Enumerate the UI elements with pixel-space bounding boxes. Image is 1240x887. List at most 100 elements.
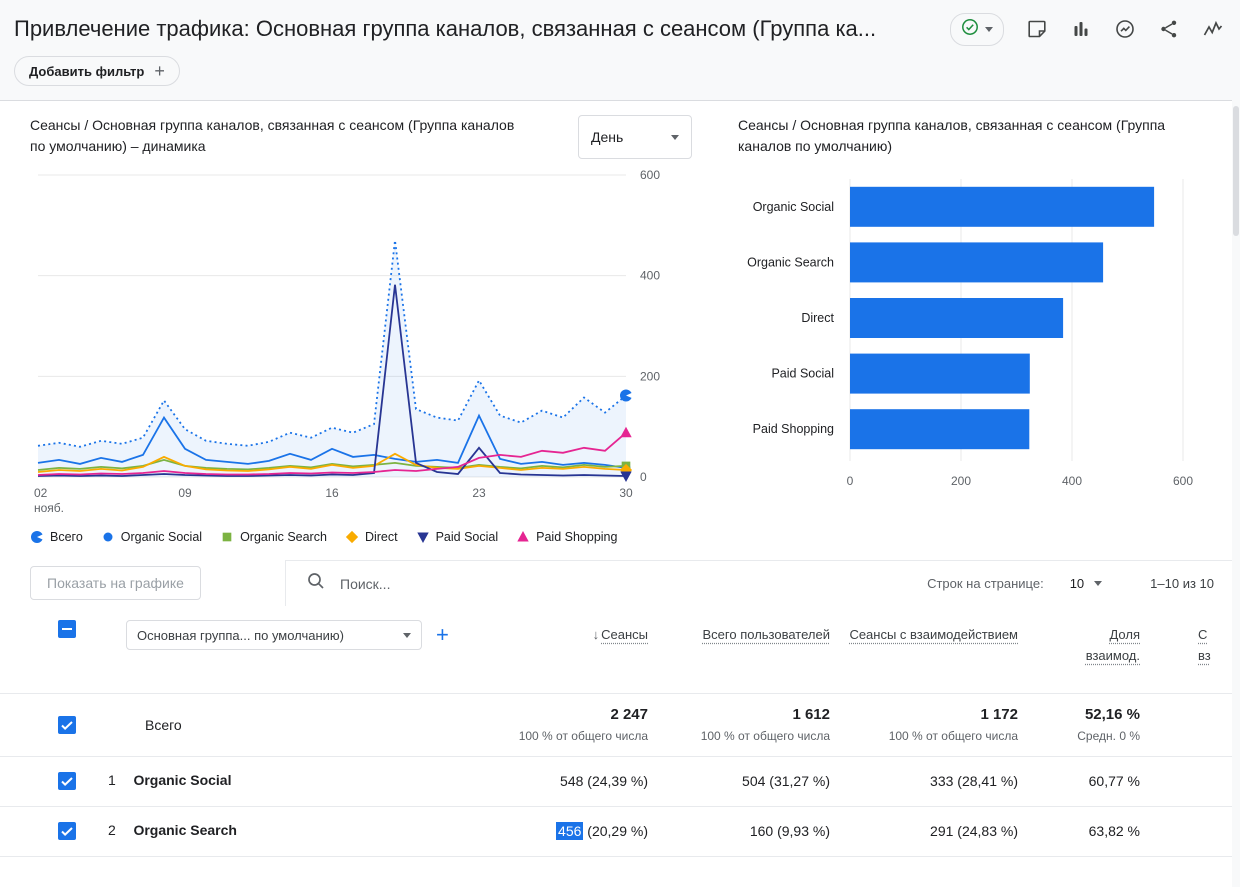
table-totals-row: Всего 2 247 100 % от общего числа 1 612 … — [0, 692, 1240, 757]
legend-item[interactable]: Direct — [345, 530, 398, 544]
legend-item[interactable]: Всего — [30, 530, 83, 544]
column-header-sessions[interactable]: ↓ Сеансы — [450, 620, 648, 646]
report-header: Привлечение трафика: Основная группа кан… — [0, 0, 1240, 52]
svg-text:0: 0 — [847, 474, 854, 488]
insights-icon[interactable] — [1114, 18, 1136, 40]
column-header-truncated[interactable]: С вз — [1198, 627, 1211, 663]
legend-item[interactable]: Paid Social — [416, 530, 498, 544]
bar-chart-panel: Сеансы / Основная группа каналов, связан… — [738, 115, 1218, 544]
bar-chart-title: Сеансы / Основная группа каналов, связан… — [738, 117, 1166, 154]
cell-engagement-rate: 63,82 % — [1088, 823, 1140, 840]
add-filter-button[interactable]: Добавить фильтр + — [14, 56, 180, 86]
chevron-down-icon — [671, 134, 679, 140]
svg-text:30: 30 — [619, 486, 633, 500]
svg-text:Paid Shopping: Paid Shopping — [753, 422, 834, 436]
legend-label: Organic Social — [120, 530, 203, 544]
search-icon — [306, 571, 326, 596]
sort-desc-icon: ↓ — [592, 627, 600, 642]
charts-section: Сеансы / Основная группа каналов, связан… — [0, 101, 1240, 544]
add-dimension-button[interactable]: + — [436, 622, 449, 647]
data-quality-badge[interactable] — [950, 12, 1004, 46]
chevron-down-icon — [403, 632, 411, 638]
rows-per-page-label: Строк на странице: — [927, 576, 1044, 591]
table-header-row: Основная группа... по умолчанию) + ↓ Сеан… — [0, 606, 1240, 693]
share-icon[interactable] — [1158, 18, 1180, 40]
scrollbar-thumb[interactable] — [1233, 106, 1239, 236]
filter-bar: Добавить фильтр + — [0, 52, 1240, 101]
plus-icon: + — [154, 61, 165, 81]
totals-sessions: 2 247 100 % от общего числа — [518, 706, 648, 744]
chevron-down-icon — [1094, 581, 1103, 586]
row-checkbox[interactable] — [58, 772, 76, 791]
svg-text:600: 600 — [1173, 474, 1193, 488]
svg-text:16: 16 — [325, 486, 339, 500]
scrollbar[interactable] — [1232, 98, 1240, 887]
add-filter-label: Добавить фильтр — [29, 63, 145, 79]
svg-text:600: 600 — [640, 168, 660, 182]
column-header-engagement-rate[interactable]: Доля взаимод. — [1085, 627, 1140, 663]
channel-name: Organic Social — [133, 772, 232, 789]
column-header-users[interactable]: Всего пользователей — [702, 627, 830, 642]
svg-text:Direct: Direct — [801, 311, 834, 325]
table-row[interactable]: 1 Organic Social 548 (24,39 %) 504 (31,2… — [0, 757, 1240, 807]
cell-users: 504 (31,27 %) — [742, 773, 830, 790]
legend-label: Organic Search — [240, 530, 327, 544]
dimension-value: Основная группа... по умолчанию) — [137, 627, 345, 643]
cell-sessions: 548 (24,39 %) — [560, 773, 648, 790]
header-actions — [950, 12, 1224, 46]
granularity-select[interactable]: День — [578, 115, 692, 159]
rows-per-page-value: 10 — [1069, 576, 1085, 591]
svg-text:23: 23 — [472, 486, 486, 500]
legend-label: Всего — [50, 530, 83, 544]
svg-text:нояб.: нояб. — [34, 501, 64, 515]
search-input[interactable]: Поиск... — [340, 575, 391, 592]
totals-engagement-rate: 52,16 % Средн. 0 % — [1077, 706, 1140, 744]
notes-icon[interactable] — [1026, 18, 1048, 40]
sessions-bar-chart[interactable]: 0 200 400 600 Organic Social Organic Search Di… — [738, 157, 1218, 514]
svg-text:0: 0 — [640, 470, 647, 484]
totals-users: 1 612 100 % от общего числа — [700, 706, 830, 744]
legend-label: Paid Shopping — [536, 530, 618, 544]
explore-icon[interactable] — [1202, 18, 1224, 40]
page-title: Привлечение трафика: Основная группа кан… — [14, 16, 877, 41]
row-index: 1 — [108, 772, 116, 789]
selected-text: 456 — [556, 822, 584, 841]
table-row[interactable]: 2 Organic Search 456 (20,29 %) 160 (9,93… — [0, 807, 1240, 857]
cell-engagement-rate: 60,77 % — [1088, 773, 1140, 790]
svg-text:200: 200 — [951, 474, 971, 488]
select-all-checkbox[interactable] — [58, 620, 76, 638]
svg-text:400: 400 — [1062, 474, 1082, 488]
comparison-icon[interactable] — [1070, 18, 1092, 40]
legend-item[interactable]: Organic Search — [220, 530, 327, 544]
legend-label: Direct — [364, 530, 398, 544]
cell-engaged-sessions: 333 (28,41 %) — [930, 773, 1018, 790]
table-toolbar: Показать на графике Поиск... Строк на ст… — [0, 560, 1240, 606]
svg-text:400: 400 — [640, 269, 660, 283]
legend-item[interactable]: Paid Shopping — [516, 530, 617, 544]
svg-text:09: 09 — [178, 486, 192, 500]
totals-engaged-sessions: 1 172 100 % от общего числа — [888, 706, 1018, 744]
dimension-select[interactable]: Основная группа... по умолчанию) — [126, 620, 422, 650]
svg-text:Paid Social: Paid Social — [771, 367, 834, 381]
show-on-chart-button[interactable]: Показать на графике — [30, 566, 201, 600]
legend-item[interactable]: Organic Social — [101, 530, 202, 544]
svg-text:200: 200 — [640, 369, 660, 383]
rows-per-page-select[interactable]: 10 — [1069, 576, 1103, 591]
cell-sessions: 456 (20,29 %) — [556, 822, 648, 841]
granularity-value: День — [591, 129, 624, 145]
cell-users: 160 (9,93 %) — [749, 823, 830, 840]
svg-text:Organic Social: Organic Social — [753, 200, 834, 214]
pagination-status: 1–10 из 10 — [1150, 576, 1214, 591]
channel-name: Organic Search — [133, 822, 237, 839]
column-header-engaged-sessions[interactable]: Сеансы с взаимодействием — [849, 627, 1018, 642]
row-checkbox[interactable] — [58, 715, 76, 734]
line-chart-title: Сеансы / Основная группа каналов, связан… — [30, 117, 515, 154]
svg-text:02: 02 — [34, 486, 48, 500]
line-chart-panel: Сеансы / Основная группа каналов, связан… — [30, 115, 692, 544]
row-checkbox[interactable] — [58, 822, 76, 841]
check-circle-icon — [961, 18, 979, 41]
svg-text:Organic Search: Organic Search — [747, 255, 834, 269]
chevron-down-icon — [985, 26, 993, 32]
sessions-line-chart[interactable]: 0 200 400 600 02 нояб. 09 16 23 30 — [30, 159, 692, 522]
chart-legend: Всего Organic Social Organic Search Direct P… — [30, 530, 692, 544]
